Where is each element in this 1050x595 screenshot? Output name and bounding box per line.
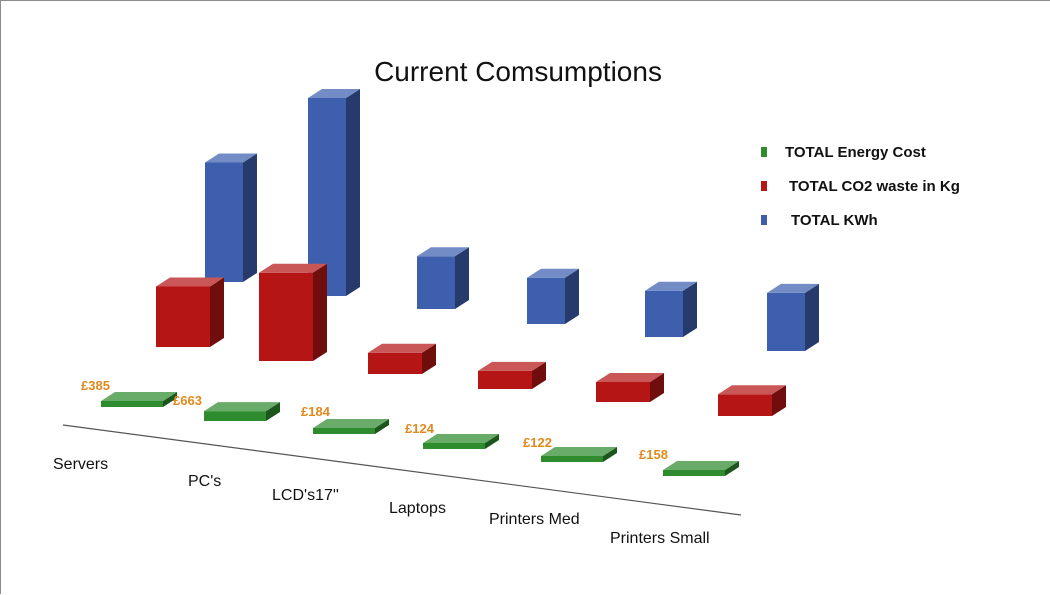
- bar-total-co2-waste-in-kg-printers-small: [718, 385, 786, 416]
- bar-total-kwh-lcd-s17: [417, 247, 469, 309]
- bars-group: [101, 89, 819, 476]
- legend-label-total-kwh: TOTAL KWh: [791, 212, 878, 229]
- data-label-servers: £385: [81, 378, 110, 393]
- chart-title: Current Comsumptions: [374, 56, 662, 87]
- legend-swatch-total-energy-cost: [761, 147, 767, 157]
- bar-total-co2-waste-in-kg-pc-s: [259, 263, 327, 361]
- legend: TOTAL Energy Cost TOTAL CO2 waste in Kg TO…: [761, 144, 960, 229]
- bar-total-kwh-laptops: [527, 268, 579, 324]
- bar-total-co2-waste-in-kg-printers-med: [596, 373, 664, 402]
- legend-swatch-total-kwh: [761, 215, 767, 225]
- data-label-pc-s: £663: [173, 393, 202, 408]
- category-label-printers-small: Printers Small: [610, 530, 710, 547]
- bar-total-energy-cost-laptops: [423, 434, 499, 449]
- data-labels: £385 £663 £184 £124 £122 £158: [81, 378, 668, 462]
- legend-label-total-energy-cost: TOTAL Energy Cost: [785, 144, 926, 161]
- category-labels: Servers PC's LCD's17'' Laptops Printers Med P…: [53, 456, 710, 547]
- bar-total-energy-cost-servers: [101, 392, 177, 407]
- bar-total-co2-waste-in-kg-servers: [156, 277, 224, 347]
- bar-total-kwh-printers-med: [645, 281, 697, 337]
- data-label-laptops: £124: [405, 421, 435, 436]
- category-label-lcd-s17: LCD's17'': [272, 487, 339, 504]
- category-axis-line: [62, 424, 742, 516]
- bar-total-energy-cost-printers-med: [541, 447, 617, 462]
- legend-label-total-co2-waste-in-kg: TOTAL CO2 waste in Kg: [789, 178, 960, 195]
- bar-total-kwh-servers: [205, 153, 257, 282]
- bar-total-energy-cost-printers-small: [663, 461, 739, 476]
- bar-total-energy-cost-lcd-s17: [313, 419, 389, 434]
- legend-swatch-total-co2-waste-in-kg: [761, 181, 767, 191]
- data-label-lcd-s17: £184: [301, 404, 331, 419]
- bar-total-co2-waste-in-kg-laptops: [478, 361, 546, 389]
- category-label-printers-med: Printers Med: [489, 511, 580, 528]
- category-label-pc-s: PC's: [188, 473, 221, 490]
- data-label-printers-small: £158: [639, 447, 668, 462]
- bar-total-energy-cost-pc-s: [204, 402, 280, 421]
- category-label-servers: Servers: [53, 456, 108, 473]
- category-label-laptops: Laptops: [389, 500, 446, 517]
- bar-total-kwh-printers-small: [767, 283, 819, 351]
- data-label-printers-med: £122: [523, 435, 552, 450]
- bar-total-co2-waste-in-kg-lcd-s17: [368, 343, 436, 374]
- bar-total-kwh-pc-s: [308, 89, 360, 296]
